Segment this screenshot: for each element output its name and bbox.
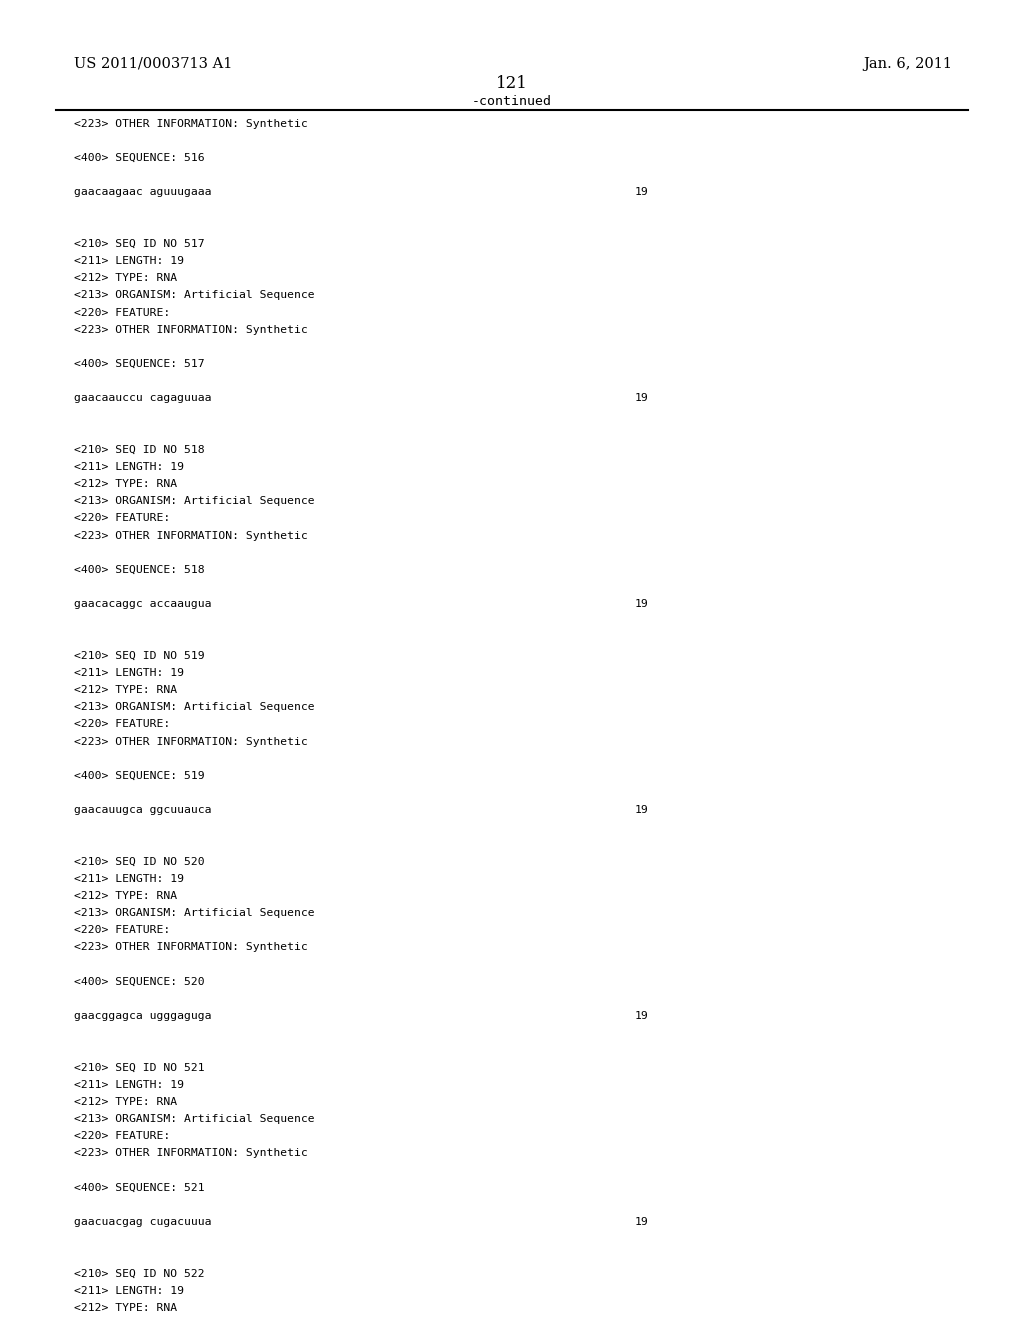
Text: 121: 121 (496, 75, 528, 92)
Text: 19: 19 (635, 1217, 648, 1228)
Text: gaacaagaac aguuugaaa: gaacaagaac aguuugaaa (74, 187, 211, 198)
Text: US 2011/0003713 A1: US 2011/0003713 A1 (74, 57, 232, 71)
Text: <211> LENGTH: 19: <211> LENGTH: 19 (74, 668, 183, 678)
Text: <400> SEQUENCE: 519: <400> SEQUENCE: 519 (74, 771, 205, 781)
Text: <220> FEATURE:: <220> FEATURE: (74, 719, 170, 730)
Text: <220> FEATURE:: <220> FEATURE: (74, 925, 170, 936)
Text: <220> FEATURE:: <220> FEATURE: (74, 1131, 170, 1142)
Text: 19: 19 (635, 805, 648, 816)
Text: <400> SEQUENCE: 517: <400> SEQUENCE: 517 (74, 359, 205, 370)
Text: <211> LENGTH: 19: <211> LENGTH: 19 (74, 1080, 183, 1090)
Text: gaacuacgag cugacuuua: gaacuacgag cugacuuua (74, 1217, 211, 1228)
Text: <400> SEQUENCE: 520: <400> SEQUENCE: 520 (74, 977, 205, 987)
Text: 19: 19 (635, 1011, 648, 1022)
Text: <220> FEATURE:: <220> FEATURE: (74, 308, 170, 318)
Text: gaacauugca ggcuuauca: gaacauugca ggcuuauca (74, 805, 211, 816)
Text: <212> TYPE: RNA: <212> TYPE: RNA (74, 479, 177, 490)
Text: <210> SEQ ID NO 518: <210> SEQ ID NO 518 (74, 445, 205, 455)
Text: <213> ORGANISM: Artificial Sequence: <213> ORGANISM: Artificial Sequence (74, 908, 314, 919)
Text: <400> SEQUENCE: 516: <400> SEQUENCE: 516 (74, 153, 205, 164)
Text: <400> SEQUENCE: 521: <400> SEQUENCE: 521 (74, 1183, 205, 1193)
Text: gaacacaggc accaaugua: gaacacaggc accaaugua (74, 599, 211, 610)
Text: <223> OTHER INFORMATION: Synthetic: <223> OTHER INFORMATION: Synthetic (74, 1148, 307, 1159)
Text: <210> SEQ ID NO 520: <210> SEQ ID NO 520 (74, 857, 205, 867)
Text: <223> OTHER INFORMATION: Synthetic: <223> OTHER INFORMATION: Synthetic (74, 531, 307, 541)
Text: <400> SEQUENCE: 518: <400> SEQUENCE: 518 (74, 565, 205, 576)
Text: <211> LENGTH: 19: <211> LENGTH: 19 (74, 462, 183, 473)
Text: <213> ORGANISM: Artificial Sequence: <213> ORGANISM: Artificial Sequence (74, 496, 314, 507)
Text: <212> TYPE: RNA: <212> TYPE: RNA (74, 891, 177, 902)
Text: Jan. 6, 2011: Jan. 6, 2011 (863, 57, 952, 71)
Text: <210> SEQ ID NO 522: <210> SEQ ID NO 522 (74, 1269, 205, 1279)
Text: <213> ORGANISM: Artificial Sequence: <213> ORGANISM: Artificial Sequence (74, 1114, 314, 1125)
Text: 19: 19 (635, 599, 648, 610)
Text: <213> ORGANISM: Artificial Sequence: <213> ORGANISM: Artificial Sequence (74, 290, 314, 301)
Text: 19: 19 (635, 187, 648, 198)
Text: gaacaauccu cagaguuaa: gaacaauccu cagaguuaa (74, 393, 211, 404)
Text: <212> TYPE: RNA: <212> TYPE: RNA (74, 1303, 177, 1313)
Text: -continued: -continued (472, 95, 552, 108)
Text: 19: 19 (635, 393, 648, 404)
Text: <212> TYPE: RNA: <212> TYPE: RNA (74, 1097, 177, 1107)
Text: <210> SEQ ID NO 521: <210> SEQ ID NO 521 (74, 1063, 205, 1073)
Text: <223> OTHER INFORMATION: Synthetic: <223> OTHER INFORMATION: Synthetic (74, 737, 307, 747)
Text: gaacggagca ugggaguga: gaacggagca ugggaguga (74, 1011, 211, 1022)
Text: <212> TYPE: RNA: <212> TYPE: RNA (74, 685, 177, 696)
Text: <211> LENGTH: 19: <211> LENGTH: 19 (74, 256, 183, 267)
Text: <212> TYPE: RNA: <212> TYPE: RNA (74, 273, 177, 284)
Text: <210> SEQ ID NO 519: <210> SEQ ID NO 519 (74, 651, 205, 661)
Text: <223> OTHER INFORMATION: Synthetic: <223> OTHER INFORMATION: Synthetic (74, 325, 307, 335)
Text: <211> LENGTH: 19: <211> LENGTH: 19 (74, 1286, 183, 1296)
Text: <211> LENGTH: 19: <211> LENGTH: 19 (74, 874, 183, 884)
Text: <213> ORGANISM: Artificial Sequence: <213> ORGANISM: Artificial Sequence (74, 702, 314, 713)
Text: <223> OTHER INFORMATION: Synthetic: <223> OTHER INFORMATION: Synthetic (74, 942, 307, 953)
Text: <223> OTHER INFORMATION: Synthetic: <223> OTHER INFORMATION: Synthetic (74, 119, 307, 129)
Text: <220> FEATURE:: <220> FEATURE: (74, 513, 170, 524)
Text: <210> SEQ ID NO 517: <210> SEQ ID NO 517 (74, 239, 205, 249)
